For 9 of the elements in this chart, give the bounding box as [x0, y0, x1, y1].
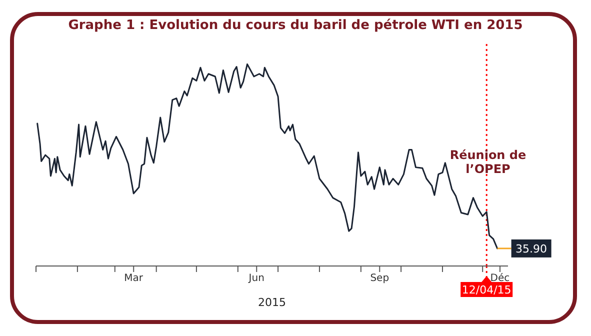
ref-line-label: 12/04/15: [462, 284, 512, 296]
text: 35.90: [516, 242, 548, 256]
x-tick-label: Déc: [490, 273, 510, 284]
chart-title: Graphe 1 : Evolution du cours du baril de pétrole WTI en 2015: [67, 18, 524, 33]
x-tick-label: Sep: [370, 273, 390, 284]
x-tick-label: Mar: [124, 273, 144, 284]
x-tick-label: Jun: [248, 273, 264, 284]
x-axis-title: 2015: [258, 296, 286, 309]
annotation: Réunion de l’OPEP: [448, 148, 528, 176]
